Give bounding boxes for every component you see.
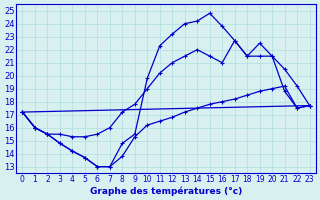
X-axis label: Graphe des températures (°c): Graphe des températures (°c): [90, 186, 242, 196]
